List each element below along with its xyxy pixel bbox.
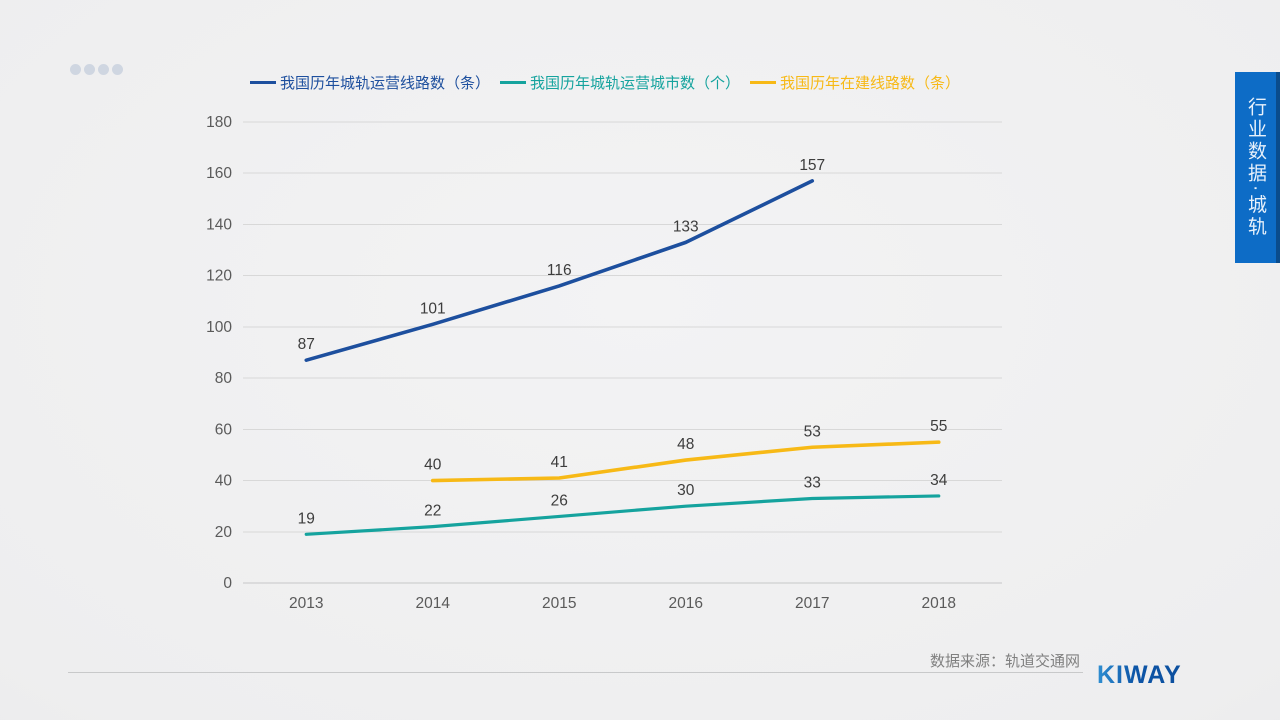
y-tick-label: 180 xyxy=(206,114,232,131)
dot xyxy=(84,64,95,75)
data-label: 33 xyxy=(804,474,821,491)
x-tick-label: 2016 xyxy=(669,595,703,612)
y-tick-label: 100 xyxy=(206,319,232,336)
data-label: 30 xyxy=(677,482,695,499)
legend-item-0: 我国历年城轨运营线路数（条） xyxy=(249,72,490,93)
side-banner: 行业数据·城轨 xyxy=(1235,72,1280,263)
legend-item-2: 我国历年在建线路数（条） xyxy=(750,72,960,93)
data-label: 133 xyxy=(673,218,699,235)
legend-swatch xyxy=(750,81,776,84)
slide-progress-dots xyxy=(70,64,123,75)
y-tick-label: 40 xyxy=(215,473,233,490)
y-tick-label: 120 xyxy=(206,268,232,285)
series-line-2 xyxy=(430,440,941,483)
dot xyxy=(112,64,123,75)
y-tick-label: 60 xyxy=(215,421,233,438)
data-label: 34 xyxy=(930,472,948,489)
side-banner-text: 行业数据·城轨 xyxy=(1245,96,1266,239)
dot xyxy=(70,64,81,75)
series-line-0 xyxy=(304,179,815,362)
data-label: 101 xyxy=(420,300,446,317)
kiway-logo: KIWAY xyxy=(1097,661,1182,689)
series-line-1 xyxy=(304,494,941,536)
data-label: 19 xyxy=(298,510,315,527)
dot xyxy=(98,64,109,75)
data-label: 41 xyxy=(551,454,568,471)
data-label: 116 xyxy=(547,262,572,279)
legend-label: 我国历年在建线路数（条） xyxy=(780,75,961,92)
footer-divider xyxy=(68,672,1083,673)
x-tick-label: 2015 xyxy=(542,595,576,612)
x-tick-label: 2014 xyxy=(416,595,451,612)
y-tick-label: 80 xyxy=(215,370,233,387)
data-label: 26 xyxy=(551,492,568,509)
data-label: 22 xyxy=(424,503,441,520)
data-label: 48 xyxy=(677,436,694,453)
y-tick-label: 160 xyxy=(206,165,232,182)
data-label: 157 xyxy=(799,157,825,174)
x-tick-label: 2017 xyxy=(795,595,829,612)
y-tick-label: 140 xyxy=(206,216,232,233)
y-tick-label: 0 xyxy=(223,575,232,592)
data-label: 40 xyxy=(424,457,442,474)
legend-label: 我国历年城轨运营线路数（条） xyxy=(279,75,490,92)
x-tick-label: 2013 xyxy=(289,595,323,612)
data-label: 87 xyxy=(298,336,315,353)
x-tick-label: 2018 xyxy=(922,595,956,612)
data-label: 53 xyxy=(804,423,821,440)
legend-swatch xyxy=(499,81,526,84)
data-label: 55 xyxy=(930,418,947,435)
legend-label: 我国历年城轨运营城市数（个） xyxy=(529,75,740,92)
chart-legend: 我国历年城轨运营线路数（条） 我国历年城轨运营城市数（个） 我国历年在建线路数（条） xyxy=(180,72,1030,93)
legend-swatch xyxy=(249,81,276,84)
y-tick-label: 20 xyxy=(215,524,233,541)
legend-item-1: 我国历年城轨运营城市数（个） xyxy=(499,72,740,93)
data-source-text: 数据来源：轨道交通网 xyxy=(929,653,1080,670)
